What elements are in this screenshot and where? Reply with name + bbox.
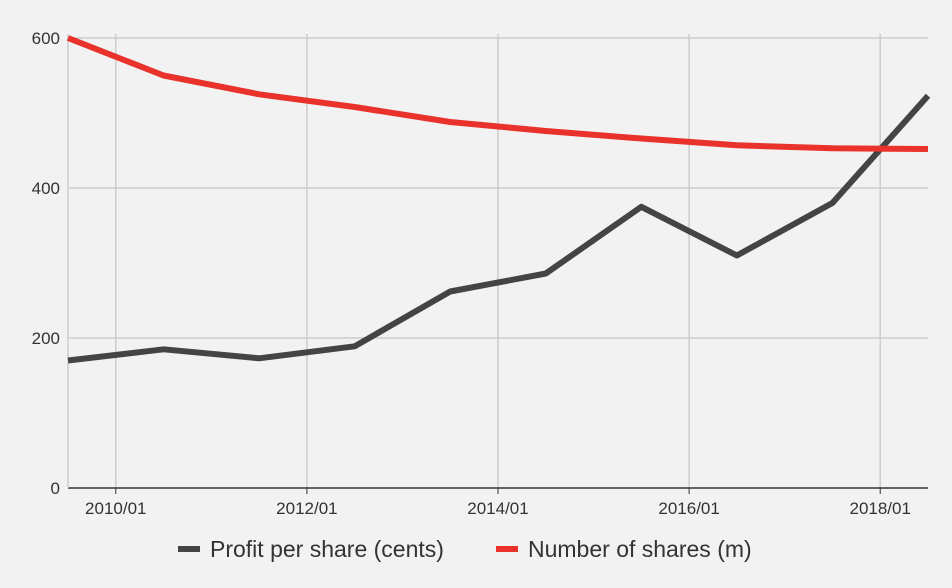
legend-label-profit-per-share: Profit per share (cents): [210, 536, 444, 562]
legend-item-number-of-shares: Number of shares (m): [496, 536, 752, 562]
legend-swatch-profit-per-share: [178, 546, 200, 552]
legend-swatch-number-of-shares: [496, 546, 518, 552]
x-tick-label: 2010/01: [85, 499, 146, 518]
legend-label-number-of-shares: Number of shares (m): [528, 536, 752, 562]
y-tick-label: 0: [51, 479, 60, 498]
legend-item-profit-per-share: Profit per share (cents): [178, 536, 444, 562]
grid: [68, 34, 928, 488]
profit-per-share-line: [67, 93, 931, 364]
number-of-shares-line: [66, 35, 929, 152]
axes: 0 200 400 600 2010/01 2012/01 2014/01 2016/01 20…: [32, 29, 928, 518]
y-tick-label: 200: [32, 329, 60, 348]
x-tick-label: 2014/01: [467, 499, 528, 518]
series-lines: [66, 35, 931, 364]
legend: Profit per share (cents) Number of share…: [178, 536, 752, 562]
x-tick-label: 2016/01: [658, 499, 719, 518]
y-tick-label: 600: [32, 29, 60, 48]
x-tick-label: 2018/01: [849, 499, 910, 518]
y-tick-label: 400: [32, 179, 60, 198]
x-tick-label: 2012/01: [276, 499, 337, 518]
